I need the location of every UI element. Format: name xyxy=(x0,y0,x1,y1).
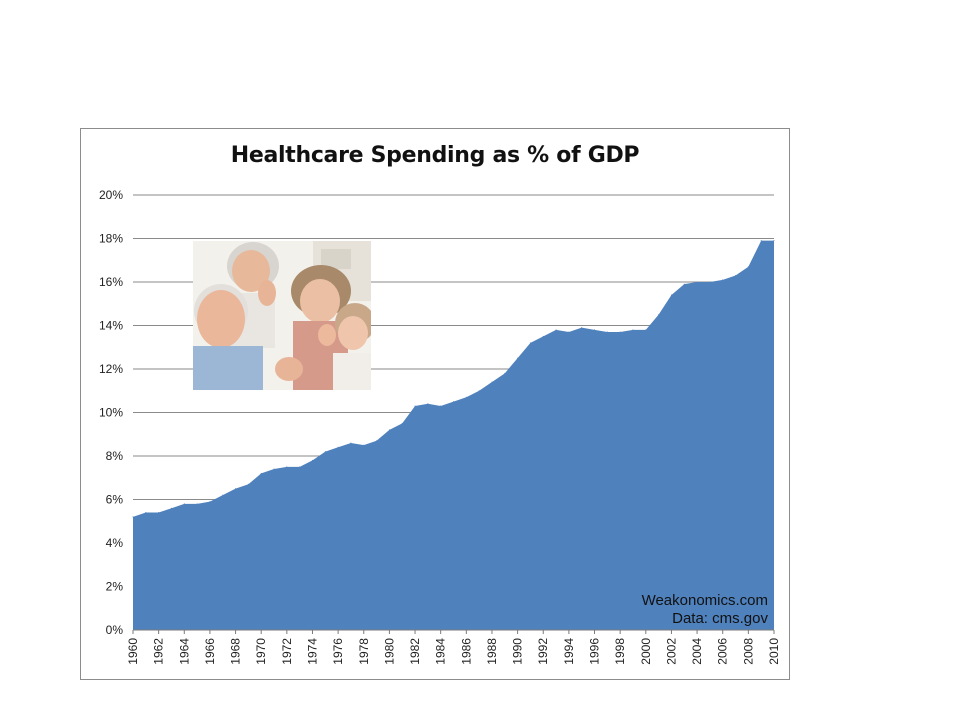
x-tick-label: 1994 xyxy=(562,638,576,665)
data-point xyxy=(747,266,749,268)
data-point xyxy=(568,331,570,333)
data-point xyxy=(517,357,519,359)
axes xyxy=(132,629,775,634)
x-tick-label: 2006 xyxy=(716,638,730,665)
x-tick-label: 2010 xyxy=(767,638,781,665)
data-point xyxy=(773,240,775,242)
data-point xyxy=(132,516,134,518)
data-point xyxy=(414,405,416,407)
x-tick-label: 2000 xyxy=(639,638,653,665)
x-tick-label: 1992 xyxy=(536,638,550,665)
data-point xyxy=(388,429,390,431)
y-tick-label: 2% xyxy=(106,580,124,594)
credit-source-site: Weakonomics.com xyxy=(642,592,768,609)
data-point xyxy=(491,381,493,383)
tick-labels: 0% 2% 4% 6% 8% 10% 12% 14% 16% 18% 20% 1960 1962 1964… xyxy=(99,188,781,665)
x-tick-label: 2002 xyxy=(664,638,678,665)
x-tick-label: 2008 xyxy=(741,638,755,665)
data-point xyxy=(760,240,762,242)
y-tick-label: 16% xyxy=(99,275,123,289)
x-tick-label: 1978 xyxy=(357,638,371,665)
data-point xyxy=(440,405,442,407)
y-tick-label: 20% xyxy=(99,188,123,202)
data-point xyxy=(145,512,147,514)
x-tick-label: 1968 xyxy=(229,638,243,665)
x-tick-label: 1966 xyxy=(203,638,217,665)
photo-seniors-thumbs-up xyxy=(193,241,371,390)
data-point xyxy=(311,459,313,461)
y-tick-label: 18% xyxy=(99,232,123,246)
y-tick-label: 14% xyxy=(99,319,123,333)
data-point xyxy=(735,274,737,276)
data-point xyxy=(581,327,583,329)
area-series xyxy=(132,240,775,631)
y-tick-label: 8% xyxy=(106,449,124,463)
data-point xyxy=(337,446,339,448)
data-point xyxy=(209,501,211,503)
x-tick-label: 1988 xyxy=(485,638,499,665)
data-point xyxy=(401,422,403,424)
data-point xyxy=(196,503,198,505)
x-tick-label: 1990 xyxy=(511,638,525,665)
data-point xyxy=(606,331,608,333)
x-tick-label: 1976 xyxy=(331,638,345,665)
data-point xyxy=(504,372,506,374)
data-point xyxy=(465,396,467,398)
data-point xyxy=(247,483,249,485)
y-tick-label: 10% xyxy=(99,406,123,420)
x-tick-label: 1998 xyxy=(613,638,627,665)
data-point xyxy=(542,335,544,337)
chart-svg: 0% 2% 4% 6% 8% 10% 12% 14% 16% 18% 20% 1960 1962 1964… xyxy=(99,188,781,665)
x-tick-label: 1960 xyxy=(126,638,140,665)
y-tick-label: 6% xyxy=(106,493,124,507)
data-point xyxy=(453,401,454,403)
data-point xyxy=(170,507,172,509)
x-tick-label: 1986 xyxy=(459,638,473,665)
data-point xyxy=(594,329,596,331)
data-point xyxy=(324,451,326,453)
chart-frame: Healthcare Spending as % of GDP 0% 2% 4% 6%… xyxy=(80,128,790,680)
y-tick-label: 12% xyxy=(99,362,123,376)
credit-data-source: Data: cms.gov xyxy=(672,610,768,627)
data-point xyxy=(363,444,365,446)
x-tick-label: 1982 xyxy=(408,638,422,665)
x-tick-label: 1984 xyxy=(434,638,448,665)
chart-title: Healthcare Spending as % of GDP xyxy=(230,143,640,168)
data-point xyxy=(260,472,262,474)
data-point xyxy=(286,466,288,468)
y-tick-label: 4% xyxy=(106,536,124,550)
data-point xyxy=(632,329,634,331)
data-point xyxy=(427,403,429,405)
y-tick-label: 0% xyxy=(106,623,124,637)
area-series-path xyxy=(133,240,774,631)
x-tick-label: 2004 xyxy=(690,638,704,665)
data-point xyxy=(696,281,698,283)
x-tick-label: 1962 xyxy=(152,638,166,665)
data-point xyxy=(619,331,621,333)
data-point xyxy=(350,442,352,444)
data-point xyxy=(235,488,237,490)
data-point xyxy=(299,466,301,468)
data-point xyxy=(183,503,185,505)
data-point xyxy=(529,342,531,344)
data-point xyxy=(158,512,160,514)
data-point xyxy=(658,314,660,316)
data-point xyxy=(273,468,275,470)
data-point xyxy=(478,390,480,392)
x-tick-label: 1980 xyxy=(382,638,396,665)
data-point xyxy=(645,329,647,331)
x-tick-label: 1972 xyxy=(280,638,294,665)
x-tick-label: 1974 xyxy=(305,638,319,665)
data-point xyxy=(722,279,724,281)
data-point xyxy=(376,440,378,442)
data-point xyxy=(222,494,224,496)
data-point xyxy=(555,329,557,331)
x-tick-label: 1970 xyxy=(254,638,268,665)
data-point xyxy=(670,294,672,296)
data-point xyxy=(709,281,711,283)
x-tick-label: 1996 xyxy=(588,638,602,665)
data-point xyxy=(683,283,685,285)
x-tick-label: 1964 xyxy=(177,638,191,665)
